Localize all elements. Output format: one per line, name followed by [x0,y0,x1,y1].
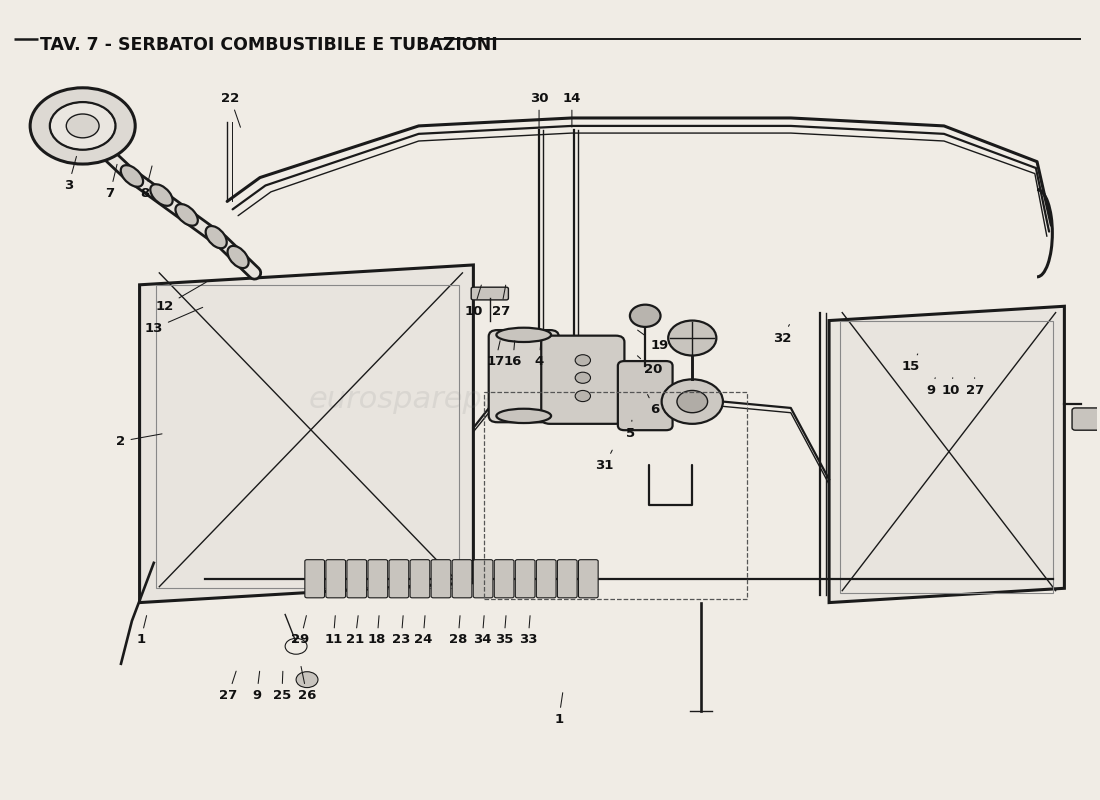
Circle shape [66,114,99,138]
FancyBboxPatch shape [471,287,508,300]
Text: eurospareparts.com: eurospareparts.com [308,386,616,414]
Text: 27: 27 [219,671,238,702]
Text: 20: 20 [637,356,662,376]
Circle shape [676,390,707,413]
Circle shape [661,379,723,424]
Text: 1: 1 [554,693,563,726]
Text: 1: 1 [136,616,146,646]
Text: 2: 2 [117,434,162,448]
Circle shape [30,88,135,164]
Text: 3: 3 [64,157,77,192]
Text: 17: 17 [486,341,505,368]
Ellipse shape [496,328,551,342]
Text: 9: 9 [252,671,262,702]
Ellipse shape [496,409,551,423]
FancyBboxPatch shape [473,560,493,598]
FancyBboxPatch shape [305,560,324,598]
Text: 6: 6 [648,394,660,416]
FancyBboxPatch shape [389,560,409,598]
Text: 11: 11 [324,616,342,646]
Text: 27: 27 [966,378,983,397]
Text: 16: 16 [504,341,522,368]
Text: 4: 4 [535,341,543,368]
FancyBboxPatch shape [488,330,559,422]
Text: 29: 29 [292,616,309,646]
Text: 25: 25 [273,671,292,702]
Text: 35: 35 [495,616,514,646]
Circle shape [575,354,591,366]
Ellipse shape [228,246,249,268]
Text: 15: 15 [902,354,921,373]
Text: 5: 5 [626,420,636,440]
Text: TAV. 7 - SERBATOI COMBUSTIBILE E TUBAZIONI: TAV. 7 - SERBATOI COMBUSTIBILE E TUBAZIO… [40,36,497,54]
FancyBboxPatch shape [579,560,598,598]
Text: 8: 8 [141,166,152,200]
Circle shape [575,390,591,402]
Circle shape [630,305,660,327]
Text: 9: 9 [926,378,935,397]
Circle shape [668,321,716,355]
Text: 34: 34 [473,616,492,646]
FancyBboxPatch shape [618,361,672,430]
FancyBboxPatch shape [541,336,625,424]
Circle shape [575,372,591,383]
Text: 30: 30 [530,92,548,127]
Text: 7: 7 [106,164,117,200]
Text: 33: 33 [519,616,538,646]
Text: 27: 27 [492,285,510,318]
Text: 14: 14 [563,92,581,127]
Text: 28: 28 [449,616,468,646]
FancyBboxPatch shape [515,560,535,598]
Text: 31: 31 [595,450,614,472]
Text: 22: 22 [221,92,241,127]
Text: 21: 21 [346,616,364,646]
Text: 10: 10 [942,378,960,397]
FancyBboxPatch shape [537,560,557,598]
FancyBboxPatch shape [452,560,472,598]
Text: 23: 23 [392,616,410,646]
Text: 10: 10 [464,285,483,318]
FancyBboxPatch shape [558,560,578,598]
FancyBboxPatch shape [326,560,345,598]
Text: 18: 18 [367,616,386,646]
Circle shape [50,102,116,150]
FancyBboxPatch shape [1072,408,1100,430]
Text: 32: 32 [773,325,791,345]
Polygon shape [140,265,473,602]
FancyBboxPatch shape [431,560,451,598]
Text: 12: 12 [155,282,206,313]
FancyBboxPatch shape [346,560,366,598]
Text: 26: 26 [298,666,316,702]
FancyBboxPatch shape [368,560,387,598]
Text: 13: 13 [144,307,202,335]
Ellipse shape [176,204,198,226]
FancyBboxPatch shape [410,560,430,598]
Polygon shape [829,306,1065,602]
FancyBboxPatch shape [494,560,514,598]
Ellipse shape [206,226,227,248]
Ellipse shape [121,165,143,186]
Ellipse shape [151,184,173,206]
Text: 24: 24 [414,616,432,646]
Text: 19: 19 [638,330,669,353]
Circle shape [296,672,318,687]
